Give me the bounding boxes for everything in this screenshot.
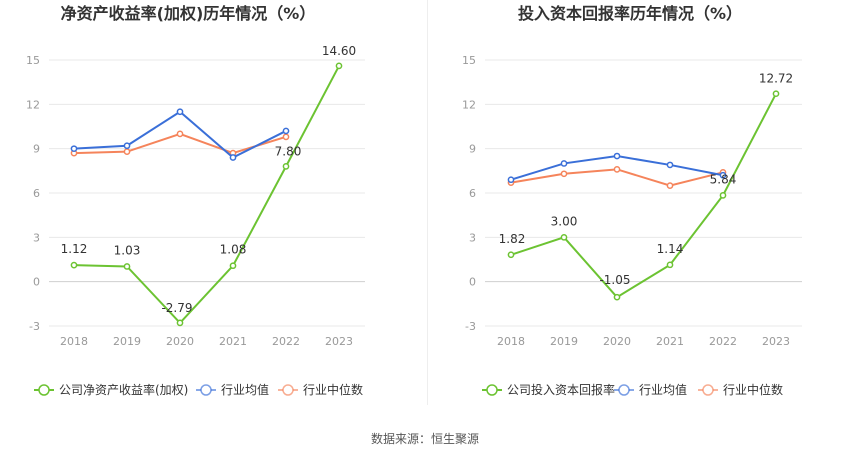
data-point-company xyxy=(282,163,290,170)
data-point-median xyxy=(282,133,290,141)
legend-label: 行业中位数 xyxy=(303,382,363,397)
legend-label: 行业均值 xyxy=(221,382,269,397)
data-label: 1.82 xyxy=(499,232,526,246)
legend-item-company: 公司投入资本回报率 xyxy=(482,382,615,397)
data-point-avg xyxy=(719,171,727,179)
data-point-median xyxy=(176,130,184,138)
legend-label: 行业中位数 xyxy=(723,382,783,397)
data-label: -1.05 xyxy=(599,273,630,287)
legend-marker xyxy=(702,384,714,396)
y-tick-label: 3 xyxy=(33,231,40,244)
data-point-median xyxy=(123,148,131,155)
x-tick-label: 2020 xyxy=(166,335,194,348)
x-tick-label: 2019 xyxy=(113,335,141,348)
series-line-company xyxy=(510,93,777,299)
y-tick-label: -3 xyxy=(465,320,476,333)
data-point-company xyxy=(719,192,727,199)
y-tick-label: 15 xyxy=(462,54,476,67)
data-point-avg xyxy=(70,145,78,153)
x-tick-label: 2023 xyxy=(325,335,353,348)
y-tick-label: 3 xyxy=(469,231,476,244)
data-point-company xyxy=(560,233,568,241)
data-label: 1.14 xyxy=(657,242,684,256)
y-tick-label: 0 xyxy=(469,276,476,289)
legend-item-median: 行业中位数 xyxy=(278,382,363,397)
data-point-avg xyxy=(560,160,568,167)
y-tick-label: -3 xyxy=(29,320,40,333)
chart-panel-1: 净资产收益率(加权)历年情况（%） 15 12 9 6 3 0 -3 2018 2019 2020 2… xyxy=(26,4,365,397)
legend-item-avg: 行业均值 xyxy=(614,382,687,397)
data-point-median xyxy=(666,182,674,189)
legend-marker xyxy=(200,384,212,396)
data-point-company xyxy=(335,62,343,70)
y-tick-label: 6 xyxy=(33,187,40,200)
data-point-avg xyxy=(507,176,515,184)
data-point-company xyxy=(666,261,674,269)
y-tick-label: 9 xyxy=(469,143,476,156)
data-label: 5.84 xyxy=(710,172,737,186)
data-label: 14.60 xyxy=(322,44,356,58)
data-point-median xyxy=(560,170,568,178)
data-label: 7.80 xyxy=(275,144,302,158)
legend-marker xyxy=(486,384,498,396)
data-label: -2.79 xyxy=(161,301,192,315)
data-point-avg xyxy=(613,152,621,160)
chart-title: 净资产收益率(加权)历年情况（%） xyxy=(61,4,316,23)
legend-label: 公司净资产收益率(加权) xyxy=(59,382,188,397)
x-tick-label: 2023 xyxy=(762,335,790,348)
x-tick-label: 2022 xyxy=(709,335,737,348)
data-point-avg xyxy=(176,108,184,116)
x-tick-label: 2021 xyxy=(656,335,684,348)
x-tick-label: 2018 xyxy=(60,335,88,348)
data-label: 3.00 xyxy=(551,214,578,228)
x-tick-label: 2021 xyxy=(219,335,247,348)
legend-marker xyxy=(618,384,630,396)
chart-title: 投入资本回报率历年情况（%） xyxy=(518,4,742,23)
chart-panel-2: 投入资本回报率历年情况（%） 15 12 9 6 3 0 -3 2018 2019 2020 2021… xyxy=(462,4,802,397)
legend-label: 行业均值 xyxy=(639,382,687,397)
series-line-company xyxy=(73,65,340,325)
data-point-company xyxy=(229,262,237,270)
y-tick-label: 15 xyxy=(26,54,40,67)
data-source: 数据来源：恒生聚源 xyxy=(370,432,479,446)
x-tick-label: 2018 xyxy=(497,335,525,348)
y-tick-label: 12 xyxy=(26,98,40,111)
x-tick-label: 2020 xyxy=(603,335,631,348)
y-tick-label: 0 xyxy=(33,276,40,289)
data-point-avg xyxy=(123,142,131,150)
data-point-company xyxy=(176,319,184,327)
data-point-median xyxy=(613,166,621,173)
data-label: 12.72 xyxy=(759,72,793,86)
y-tick-label: 12 xyxy=(462,98,476,111)
legend-item-company: 公司净资产收益率(加权) xyxy=(34,382,188,397)
data-point-avg xyxy=(666,161,674,169)
x-tick-label: 2022 xyxy=(272,335,300,348)
data-point-company xyxy=(123,263,131,270)
legend-item-median: 行业中位数 xyxy=(698,382,783,397)
data-label: 1.03 xyxy=(114,243,141,257)
x-tick-label: 2019 xyxy=(550,335,578,348)
data-point-company xyxy=(507,251,515,259)
data-point-avg xyxy=(282,127,290,135)
y-tick-label: 9 xyxy=(33,143,40,156)
legend-marker xyxy=(38,384,50,396)
legend-marker xyxy=(282,384,294,396)
y-tick-label: 6 xyxy=(469,187,476,200)
legend-item-avg: 行业均值 xyxy=(196,382,269,397)
data-label: 1.12 xyxy=(61,242,88,256)
data-point-company xyxy=(70,261,78,269)
panel-divider xyxy=(427,0,428,405)
data-point-company xyxy=(613,293,621,301)
data-point-avg xyxy=(229,154,237,161)
legend-label: 公司投入资本回报率 xyxy=(507,382,615,397)
data-label: 1.08 xyxy=(220,243,247,257)
data-point-company xyxy=(772,90,780,98)
